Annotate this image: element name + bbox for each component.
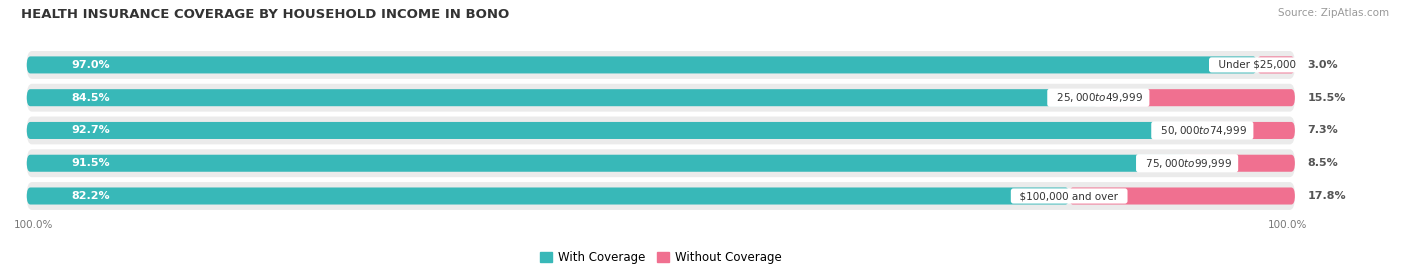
- Text: 92.7%: 92.7%: [72, 125, 110, 136]
- FancyBboxPatch shape: [27, 122, 1202, 139]
- FancyBboxPatch shape: [1257, 56, 1295, 73]
- Text: 17.8%: 17.8%: [1308, 191, 1346, 201]
- Legend: With Coverage, Without Coverage: With Coverage, Without Coverage: [536, 246, 786, 269]
- Text: 84.5%: 84.5%: [72, 93, 110, 103]
- Text: Source: ZipAtlas.com: Source: ZipAtlas.com: [1278, 8, 1389, 18]
- Text: 15.5%: 15.5%: [1308, 93, 1346, 103]
- Text: 7.3%: 7.3%: [1308, 125, 1339, 136]
- FancyBboxPatch shape: [27, 89, 1098, 106]
- FancyBboxPatch shape: [27, 56, 1257, 73]
- Text: HEALTH INSURANCE COVERAGE BY HOUSEHOLD INCOME IN BONO: HEALTH INSURANCE COVERAGE BY HOUSEHOLD I…: [21, 8, 509, 21]
- FancyBboxPatch shape: [27, 155, 1187, 172]
- Text: 100.0%: 100.0%: [1268, 220, 1308, 230]
- FancyBboxPatch shape: [27, 84, 1295, 112]
- Text: 8.5%: 8.5%: [1308, 158, 1339, 168]
- FancyBboxPatch shape: [1098, 89, 1295, 106]
- Text: 91.5%: 91.5%: [72, 158, 110, 168]
- Text: 3.0%: 3.0%: [1308, 60, 1339, 70]
- Text: Under $25,000: Under $25,000: [1212, 60, 1302, 70]
- Text: $50,000 to $74,999: $50,000 to $74,999: [1154, 124, 1251, 137]
- Text: $100,000 and over: $100,000 and over: [1014, 191, 1125, 201]
- FancyBboxPatch shape: [27, 51, 1295, 79]
- Text: $75,000 to $99,999: $75,000 to $99,999: [1139, 157, 1236, 170]
- Text: 82.2%: 82.2%: [72, 191, 110, 201]
- FancyBboxPatch shape: [1069, 187, 1295, 204]
- Text: 97.0%: 97.0%: [72, 60, 110, 70]
- Text: 100.0%: 100.0%: [14, 220, 53, 230]
- FancyBboxPatch shape: [27, 116, 1295, 144]
- FancyBboxPatch shape: [27, 187, 1069, 204]
- FancyBboxPatch shape: [1187, 155, 1295, 172]
- FancyBboxPatch shape: [27, 182, 1295, 210]
- FancyBboxPatch shape: [1202, 122, 1295, 139]
- FancyBboxPatch shape: [27, 149, 1295, 177]
- Text: $25,000 to $49,999: $25,000 to $49,999: [1050, 91, 1147, 104]
